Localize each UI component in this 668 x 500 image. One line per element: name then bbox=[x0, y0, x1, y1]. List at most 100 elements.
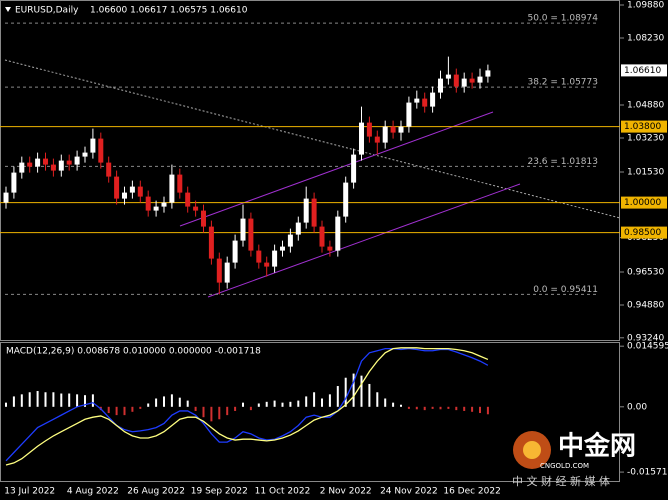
histogram-bar bbox=[178, 397, 181, 407]
candle-body bbox=[351, 154, 357, 183]
candle-body bbox=[469, 78, 475, 83]
candle-body bbox=[287, 234, 293, 247]
histogram-bar bbox=[479, 406, 481, 414]
candle-body bbox=[382, 126, 388, 143]
x-tick-label: 11 Oct 2022 bbox=[255, 487, 311, 497]
symbol: EURUSD,Daily bbox=[15, 6, 79, 16]
histogram-bar bbox=[115, 406, 118, 416]
histogram-bar bbox=[52, 392, 55, 407]
histogram-bar bbox=[84, 395, 86, 407]
candle-body bbox=[327, 246, 333, 251]
histogram-bar bbox=[242, 402, 244, 407]
histogram-bar bbox=[163, 396, 165, 407]
candle-body bbox=[366, 122, 372, 137]
histogram-bar bbox=[28, 392, 31, 407]
candle-body bbox=[430, 92, 436, 107]
candle-body bbox=[27, 162, 33, 167]
histogram-bar bbox=[249, 406, 252, 411]
y-tick-label: 0.014595 bbox=[627, 342, 668, 352]
y-tick-label: -0.015713 bbox=[627, 468, 668, 478]
channel-line bbox=[179, 111, 494, 227]
level-tag-label: 1.03800 bbox=[624, 122, 661, 132]
candle-body bbox=[208, 226, 214, 259]
candle-body bbox=[193, 206, 199, 211]
candle-body bbox=[74, 156, 80, 165]
histogram-bar bbox=[400, 404, 402, 407]
histogram-bar bbox=[68, 393, 71, 407]
histogram-bar bbox=[12, 396, 15, 407]
x-tick-label: 4 Aug 2022 bbox=[67, 487, 119, 497]
price-panel-border bbox=[0, 0, 620, 341]
histogram-bar bbox=[297, 400, 300, 407]
x-tick-label: 16 Dec 2022 bbox=[443, 487, 501, 497]
histogram-bar bbox=[344, 377, 347, 407]
candle-body bbox=[145, 196, 151, 211]
y-tick-label: 1.09880 bbox=[627, 1, 664, 11]
candle-body bbox=[461, 78, 467, 87]
y-tick-label: 1.01530 bbox=[627, 168, 664, 178]
fib-label: 38.2 = 1.05773 bbox=[527, 78, 598, 88]
histogram-bar bbox=[352, 373, 355, 407]
candle-body bbox=[129, 186, 135, 193]
x-tick-label: 2 Nov 2022 bbox=[320, 487, 372, 497]
candle-body bbox=[153, 206, 159, 211]
y-tick-label: 1.04880 bbox=[627, 101, 664, 111]
histogram-bar bbox=[455, 406, 458, 411]
histogram-bar bbox=[147, 403, 150, 407]
histogram-bar bbox=[321, 398, 323, 407]
histogram-bar bbox=[20, 394, 23, 407]
candle-body bbox=[240, 218, 246, 241]
candle-body bbox=[414, 98, 420, 103]
macd-title: MACD(12,26,9) 0.008678 0.010000 0.000000… bbox=[6, 347, 261, 357]
candle-body bbox=[43, 158, 48, 165]
candle-body bbox=[98, 138, 104, 163]
candle-body bbox=[177, 174, 183, 193]
candle-body bbox=[335, 216, 341, 251]
histogram-bar bbox=[368, 383, 371, 407]
candle-body bbox=[66, 160, 72, 165]
histogram-bar bbox=[170, 394, 173, 407]
histogram-bar bbox=[60, 393, 63, 407]
histogram-bar bbox=[415, 406, 418, 410]
histogram-bar bbox=[423, 406, 426, 411]
histogram-bar bbox=[257, 403, 260, 407]
brand: 中金网 bbox=[558, 431, 636, 462]
y-tick-label: 0.96530 bbox=[627, 268, 664, 278]
candle-body bbox=[374, 136, 380, 143]
histogram-bar bbox=[273, 400, 276, 407]
histogram-bar bbox=[336, 386, 339, 407]
histogram-bar bbox=[471, 406, 474, 412]
candle-body bbox=[11, 172, 17, 193]
histogram-bar bbox=[384, 398, 387, 407]
histogram-bar bbox=[131, 406, 134, 412]
y-tick-label: 1.08230 bbox=[627, 34, 664, 44]
candle-body bbox=[122, 192, 127, 199]
y-tick-label: 0.93240 bbox=[627, 333, 664, 343]
histogram-bar bbox=[5, 402, 7, 407]
histogram-bar bbox=[431, 406, 434, 409]
candle-body bbox=[35, 158, 41, 167]
histogram-bar bbox=[360, 375, 363, 407]
candle-body bbox=[406, 102, 412, 127]
histogram-bar bbox=[439, 406, 442, 410]
candle-body bbox=[422, 98, 428, 107]
candle-body bbox=[319, 226, 325, 247]
candle-body bbox=[114, 176, 120, 199]
candle-body bbox=[398, 126, 404, 133]
candle-body bbox=[485, 70, 491, 77]
x-tick-label: 26 Aug 2022 bbox=[127, 487, 185, 497]
candle-body bbox=[58, 160, 64, 171]
histogram-bar bbox=[139, 406, 142, 409]
candle-body bbox=[185, 192, 191, 207]
candle-body bbox=[224, 262, 230, 283]
histogram-bar bbox=[463, 406, 466, 411]
macd-line bbox=[5, 347, 489, 466]
histogram-bar bbox=[155, 398, 158, 407]
histogram-bar bbox=[210, 406, 213, 422]
level-tag bbox=[621, 196, 667, 209]
candle-body bbox=[445, 74, 451, 79]
ohlc: 1.06600 1.06617 1.06575 1.06610 bbox=[90, 6, 248, 16]
histogram-bar bbox=[447, 406, 450, 409]
candle-body bbox=[303, 198, 309, 223]
